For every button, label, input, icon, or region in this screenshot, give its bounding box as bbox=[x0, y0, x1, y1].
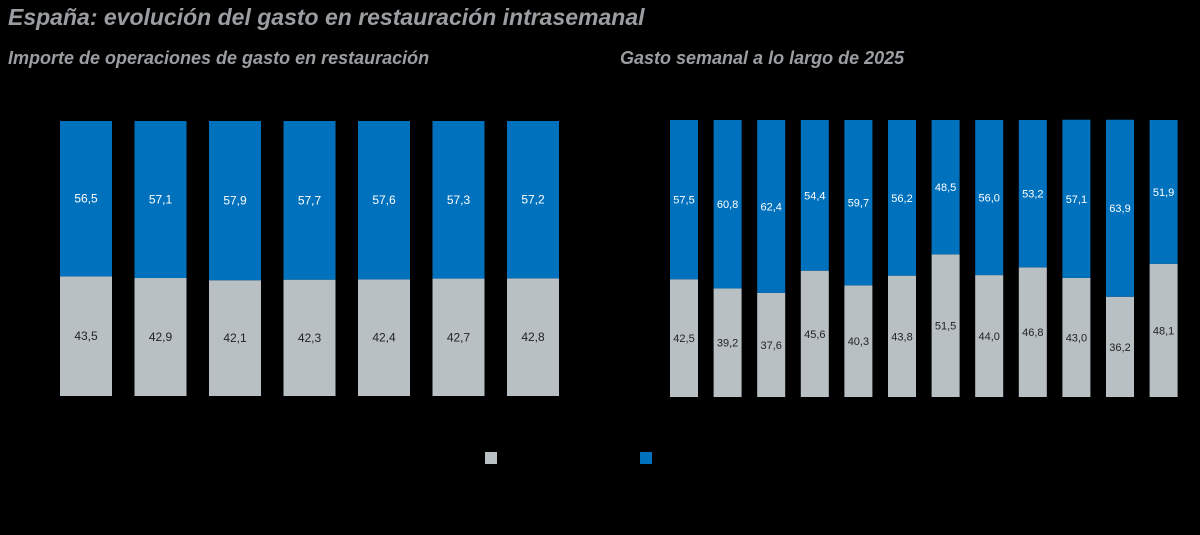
right-chart-data-label: 36,2 bbox=[1109, 342, 1130, 354]
right-chart-data-label: 42,5 bbox=[673, 333, 694, 345]
left-chart-bar-segment-blue bbox=[358, 121, 410, 280]
left-chart-data-label: 57,2 bbox=[521, 193, 545, 207]
left-chart-data-label: 42,3 bbox=[298, 331, 322, 345]
right-chart-bar-segment-blue bbox=[1149, 120, 1178, 264]
left-chart-data-label: 42,9 bbox=[149, 330, 173, 344]
right-chart-data-label: 57,5 bbox=[673, 195, 694, 207]
right-chart-data-label: 46,8 bbox=[1022, 327, 1043, 339]
left-chart-bar-segment-gray bbox=[283, 279, 336, 396]
left-chart-data-label: 57,6 bbox=[372, 193, 396, 207]
legend-swatch bbox=[640, 452, 652, 464]
right-chart-bar-segment-gray bbox=[713, 288, 742, 397]
right-chart-data-label: 40,3 bbox=[848, 336, 869, 348]
left-chart-bar-segment-gray bbox=[432, 278, 485, 396]
left-chart-bar-segment-gray bbox=[209, 280, 261, 396]
left-chart-bar-segment-blue bbox=[209, 121, 261, 281]
right-chart-bar-segment-blue bbox=[975, 120, 1004, 276]
right-chart-bar-segment-gray bbox=[1149, 263, 1178, 397]
left-chart-data-label: 42,1 bbox=[223, 331, 247, 345]
right-chart-bar-segment-blue bbox=[1106, 119, 1134, 297]
left-chart-bar-segment-blue bbox=[60, 121, 112, 277]
right-chart-bar-segment-blue bbox=[1018, 120, 1047, 268]
right-chart-bar-segment-gray bbox=[844, 285, 873, 397]
right-chart-bar-segment-blue bbox=[931, 120, 960, 255]
right-chart-data-label: 43,0 bbox=[1066, 332, 1087, 344]
left-chart-bar-segment-gray bbox=[60, 276, 112, 396]
chart-title: España: evolución del gasto en restaurac… bbox=[8, 4, 645, 30]
right-chart-bar-segment-blue bbox=[1062, 119, 1091, 278]
left-chart-bar-segment-gray bbox=[507, 278, 559, 396]
left-chart-bar-segment-gray bbox=[358, 279, 410, 396]
right-chart-bar-segment-gray bbox=[888, 275, 916, 397]
left-chart-bar-segment-blue bbox=[432, 121, 485, 279]
right-chart-bar-segment-gray bbox=[670, 279, 698, 397]
left-chart-data-label: 57,9 bbox=[223, 194, 247, 208]
left-chart-data-label: 42,4 bbox=[372, 331, 396, 345]
left-chart-bar-segment-blue bbox=[507, 121, 559, 279]
right-chart-bar-segment-gray bbox=[931, 254, 960, 397]
right-chart-bar-segment-blue bbox=[844, 120, 873, 286]
right-chart-data-label: 44,0 bbox=[978, 331, 999, 343]
right-chart-data-label: 60,8 bbox=[717, 199, 738, 211]
left-chart-data-label: 57,7 bbox=[298, 193, 322, 207]
right-chart-data-label: 53,2 bbox=[1022, 189, 1043, 201]
right-chart-bar-segment-gray bbox=[975, 275, 1004, 397]
left-chart-data-label: 42,7 bbox=[447, 330, 471, 344]
left-chart-data-label: 42,8 bbox=[521, 330, 545, 344]
left-chart-data-label: 56,5 bbox=[74, 192, 98, 206]
right-chart-bar-segment-blue bbox=[713, 120, 742, 289]
left-chart-data-label: 57,3 bbox=[447, 193, 471, 207]
right-chart-bar-segment-blue bbox=[888, 120, 916, 276]
right-chart-data-label: 48,5 bbox=[935, 182, 956, 194]
right-chart-data-label: 43,8 bbox=[891, 331, 912, 343]
right-chart-data-label: 37,6 bbox=[760, 340, 781, 352]
left-chart-bar-segment-blue bbox=[134, 121, 187, 279]
right-chart-bar-segment-gray bbox=[1018, 267, 1047, 397]
right-chart-data-label: 57,1 bbox=[1066, 194, 1087, 206]
right-chart-data-label: 48,1 bbox=[1153, 325, 1174, 337]
right-chart-bar-segment-blue bbox=[670, 120, 698, 280]
right-chart-bar-segment-blue bbox=[800, 120, 829, 271]
left-chart-bar-segment-gray bbox=[134, 278, 187, 396]
right-chart-bar-segment-blue bbox=[757, 120, 786, 293]
right-chart-data-label: 51,5 bbox=[935, 321, 956, 333]
left-chart-subtitle: Importe de operaciones de gasto en resta… bbox=[8, 48, 430, 68]
legend-swatch bbox=[485, 452, 497, 464]
right-chart-data-label: 63,9 bbox=[1109, 203, 1130, 215]
legend bbox=[485, 452, 652, 464]
right-chart-data-label: 59,7 bbox=[848, 198, 869, 210]
right-chart-subtitle: Gasto semanal a lo largo de 2025 bbox=[620, 48, 905, 68]
left-chart-data-label: 43,5 bbox=[74, 329, 98, 343]
right-chart-bar-segment-gray bbox=[1106, 296, 1134, 397]
left-chart-bar-segment-blue bbox=[283, 121, 336, 280]
right-chart: 42,5 57,5 39,2 60,8 37,6 62,4 45,6 54,4 40,3 59,7… bbox=[670, 119, 1178, 397]
right-chart-bar-segment-gray bbox=[757, 292, 786, 397]
right-chart-data-label: 62,4 bbox=[760, 201, 781, 213]
right-chart-bar-segment-gray bbox=[1062, 277, 1091, 397]
right-chart-data-label: 51,9 bbox=[1153, 187, 1174, 199]
right-chart-data-label: 39,2 bbox=[717, 338, 738, 350]
right-chart-data-label: 54,4 bbox=[804, 190, 825, 202]
right-chart-bar-segment-gray bbox=[800, 270, 829, 397]
right-chart-data-label: 56,2 bbox=[891, 193, 912, 205]
right-chart-data-label: 45,6 bbox=[804, 329, 825, 341]
left-chart: 43,5 56,5 42,9 57,1 42,1 57,9 42,3 57,7 42,4 57,6… bbox=[60, 121, 559, 396]
right-chart-data-label: 56,0 bbox=[978, 193, 999, 205]
left-chart-data-label: 57,1 bbox=[149, 193, 173, 207]
